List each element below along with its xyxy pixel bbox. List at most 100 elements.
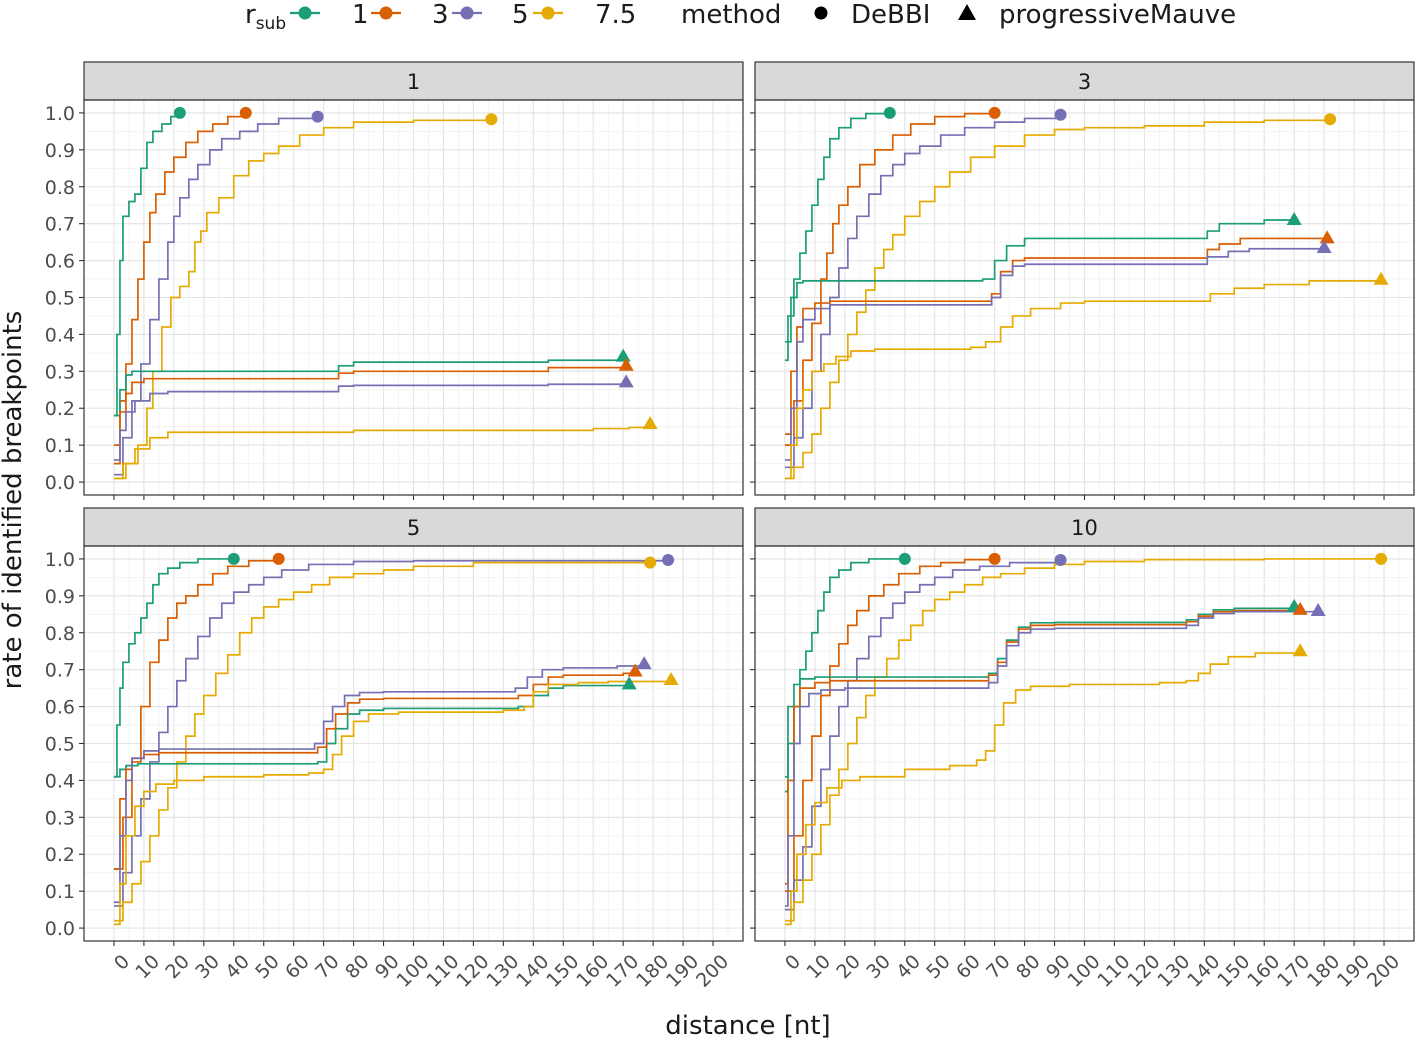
end-marker-DeBBI-rsub-5 [1054, 554, 1067, 567]
y-axis-title: rate of identified breakpoints [0, 311, 28, 690]
x-tick-label: 20 [161, 951, 194, 984]
y-tick-label: 0.2 [45, 398, 75, 420]
y-tick-label: 0.5 [45, 734, 75, 756]
x-tick-label: 200 [692, 951, 733, 992]
x-tick-label: 70 [982, 951, 1015, 984]
legend-rsub-title-sub: sub [256, 14, 286, 34]
x-tick-label: 30 [191, 951, 224, 984]
legend-key-rsub-1 [290, 6, 320, 20]
legend-rsub-title-main: r [245, 0, 256, 30]
end-marker-progressiveMauve-rsub-1 [1286, 211, 1302, 225]
series-line-progressiveMauve-rsub-7.5 [784, 279, 1382, 480]
x-tick-label: 40 [892, 951, 925, 984]
series-line-DeBBI-rsub-3 [113, 112, 247, 465]
end-marker-DeBBI-rsub-3 [239, 106, 252, 119]
series-line-DeBBI-rsub-7.5 [113, 119, 493, 480]
y-tick-label: 0.4 [45, 324, 75, 346]
legend-key-rsub-5 [452, 6, 482, 20]
series-lines [784, 558, 1382, 926]
legend-label-method: DeBBI [851, 0, 930, 30]
series-line-DeBBI-rsub-1 [784, 112, 891, 362]
series-line-DeBBI-rsub-7.5 [113, 561, 651, 922]
series-line-progressiveMauve-rsub-7.5 [784, 651, 1302, 926]
y-tick-label: 0.5 [45, 288, 75, 310]
end-marker-progressiveMauve-rsub-5 [618, 374, 634, 388]
end-marker-DeBBI-rsub-7.5 [485, 113, 498, 126]
y-tick-label: 0.8 [45, 623, 75, 645]
series-line-progressiveMauve-rsub-7.5 [113, 424, 651, 480]
series-line-DeBBI-rsub-3 [784, 112, 996, 447]
end-marker-progressiveMauve-rsub-7.5 [1292, 643, 1308, 657]
end-marker-DeBBI-rsub-5 [311, 110, 324, 123]
facet-panel-1: 1 0.0 0.1 0.2 0.3 0.4 0.5 0.6 0.7 0.8 0.9 1.0 [45, 61, 744, 500]
end-marker-progressiveMauve-rsub-1 [621, 676, 637, 690]
end-marker-DeBBI-rsub-1 [227, 552, 240, 565]
legend-key-progressivemauve [958, 4, 976, 20]
y-tick-label: 0.3 [45, 807, 75, 829]
x-tick-label: 0 [781, 951, 805, 975]
series-line-progressiveMauve-rsub-5 [784, 247, 1325, 461]
series-line-DeBBI-rsub-3 [784, 558, 996, 893]
legend-label-rsub: 5 [512, 0, 529, 30]
x-tick-label: 60 [281, 951, 314, 984]
legend-key-rsub-3 [371, 6, 401, 20]
end-marker-DeBBI-rsub-7.5 [1375, 552, 1388, 565]
x-tick-label: 50 [922, 951, 955, 984]
series-line-DeBBI-rsub-1 [113, 558, 234, 778]
series-end-markers [883, 106, 1389, 285]
end-marker-DeBBI-rsub-1 [883, 106, 896, 119]
legend-label-rsub: 7.5 [595, 0, 636, 30]
end-marker-progressiveMauve-rsub-3 [627, 663, 643, 677]
end-marker-progressiveMauve-rsub-1 [615, 348, 631, 362]
series-line-DeBBI-rsub-3 [113, 558, 280, 870]
end-marker-DeBBI-rsub-1 [173, 106, 186, 119]
x-tick-label: 0 [110, 951, 134, 975]
axis-ticks: 0.0 0.1 0.2 0.3 0.4 0.5 0.6 0.7 0.8 0.9 1.0 [45, 103, 714, 500]
x-tick-label: 10 [131, 951, 164, 984]
series-end-markers [173, 106, 658, 430]
end-marker-progressiveMauve-rsub-7.5 [663, 672, 679, 686]
series-end-markers [898, 552, 1388, 657]
legend-key-debbi [814, 6, 828, 20]
end-marker-DeBBI-rsub-3 [272, 552, 285, 565]
legend-rsub-title: rsub [245, 0, 286, 34]
series-line-progressiveMauve-rsub-7.5 [113, 680, 672, 926]
legend: rsub 1 3 5 7.5 method DeBBI progressiveMauve [245, 0, 1236, 34]
end-marker-DeBBI-rsub-1 [898, 552, 911, 565]
facet-panel-10: 1001020304050607080901001101201301401501… [750, 507, 1415, 992]
axis-ticks [750, 112, 1385, 500]
end-marker-DeBBI-rsub-3 [988, 552, 1001, 565]
y-tick-label: 1.0 [45, 549, 75, 571]
end-marker-progressiveMauve-rsub-3 [618, 357, 634, 371]
y-tick-label: 0.7 [45, 660, 75, 682]
end-marker-progressiveMauve-rsub-7.5 [642, 416, 658, 430]
x-tick-label: 60 [952, 951, 985, 984]
x-tick-label: 80 [341, 951, 374, 984]
series-line-progressiveMauve-rsub-5 [113, 664, 645, 904]
end-marker-progressiveMauve-rsub-7.5 [1373, 271, 1389, 285]
legend-label-method: progressiveMauve [999, 0, 1236, 30]
end-marker-DeBBI-rsub-7.5 [644, 556, 657, 569]
y-tick-label: 0.6 [45, 697, 75, 719]
end-marker-progressiveMauve-rsub-5 [1310, 602, 1326, 616]
x-tick-label: 200 [1363, 951, 1404, 992]
facet-panel-5: 5010203040506070809010011012013014015016… [45, 507, 744, 992]
y-tick-label: 0.1 [45, 881, 75, 903]
series-lines [784, 112, 1382, 480]
y-tick-label: 0.8 [45, 177, 75, 199]
facet-strip [83, 61, 744, 101]
series-line-progressiveMauve-rsub-5 [784, 610, 1319, 907]
end-marker-DeBBI-rsub-7.5 [1324, 113, 1337, 126]
y-tick-label: 0.0 [45, 918, 75, 940]
x-tick-label: 10 [802, 951, 835, 984]
facet-strip-label: 3 [1078, 70, 1091, 94]
facet-panels: 10.00.10.20.30.40.50.60.70.80.91.0350102… [45, 61, 1415, 992]
series-line-DeBBI-rsub-7.5 [784, 119, 1331, 480]
legend-label-rsub: 1 [352, 0, 369, 30]
y-tick-label: 0.4 [45, 770, 75, 792]
x-tick-label: 70 [311, 951, 344, 984]
series-lines [113, 112, 651, 480]
series-lines [113, 558, 672, 926]
